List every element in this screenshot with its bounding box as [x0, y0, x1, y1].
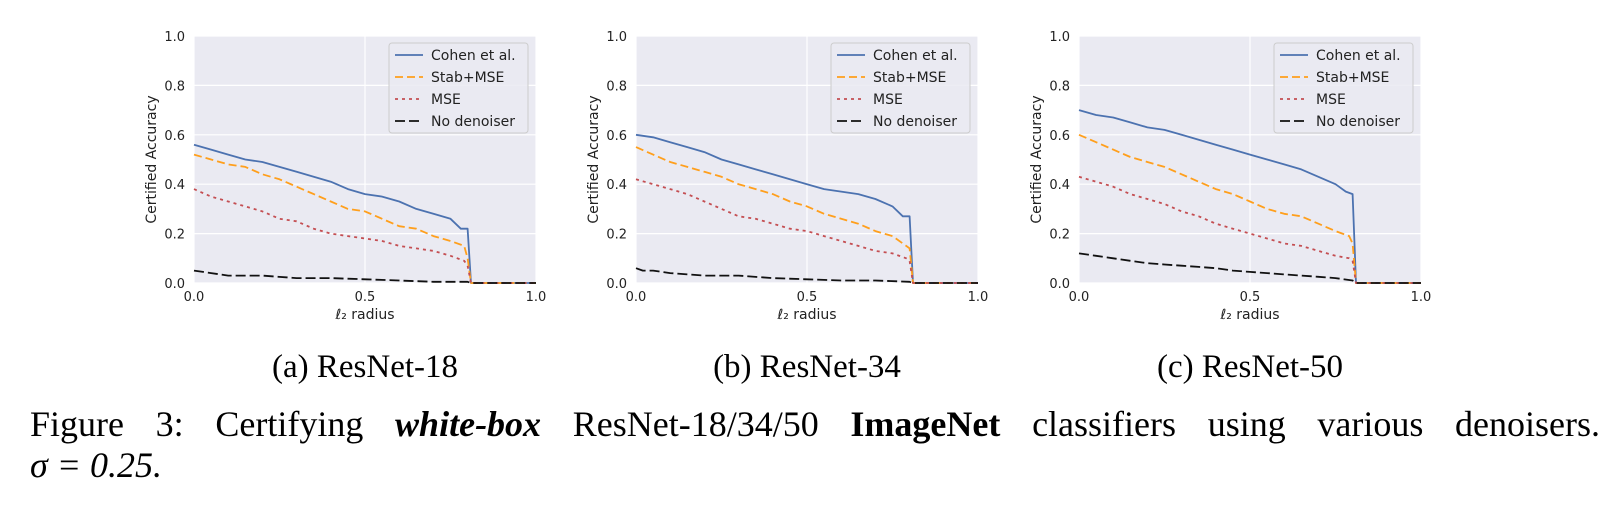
caption-emph-white-box: white-box [395, 404, 542, 444]
x-tick-label: 0.5 [797, 290, 818, 305]
subcaption: (b) ResNet-34 [713, 349, 901, 385]
x-tick-label: 1.0 [1411, 290, 1432, 305]
series-line-no-denoiser [1078, 252, 1421, 284]
y-tick-label: 0.6 [164, 129, 185, 144]
y-tick-label: 1.0 [164, 30, 185, 45]
x-tick-label: 1.0 [968, 290, 989, 305]
x-tick-label: 0.5 [1240, 290, 1261, 305]
y-tick-label: 0.8 [1049, 79, 1070, 94]
x-tick-label: 0.0 [184, 290, 205, 305]
subcaption: (c) ResNet-50 [1157, 349, 1343, 385]
y-axis-label: Certified Accuracy [144, 95, 160, 223]
series-line-mse [193, 188, 536, 284]
y-tick-label: 0.0 [606, 277, 627, 292]
legend-entry: No denoiser [1316, 114, 1400, 130]
legend-entry: Stab+MSE [431, 70, 504, 86]
x-tick-label: 0.0 [626, 290, 647, 305]
legend-entry: Stab+MSE [1316, 70, 1389, 86]
series-line-stab-mse [1078, 133, 1421, 284]
y-axis-label: Certified Accuracy [586, 95, 602, 223]
x-tick-label: 0.5 [355, 290, 376, 305]
y-tick-label: 0.2 [164, 228, 185, 243]
y-tick-label: 0.8 [164, 79, 185, 94]
x-axis-label: ℓ₂ radius [334, 307, 394, 323]
chart-panel-1: 0.0 0.2 0.4 0.6 0.8 1.0 0.0 0.5 1.0 ℓ₂ radius Cert… [144, 30, 546, 385]
y-tick-label: 1.0 [606, 30, 627, 45]
legend-entry: No denoiser [873, 114, 957, 130]
y-axis-label: Certified Accuracy [1029, 95, 1045, 223]
caption-part1: Certifying [215, 404, 364, 444]
series-line-cohen-et-al- [635, 133, 978, 284]
legend-entry: Cohen et al. [431, 48, 516, 64]
subcaption: (a) ResNet-18 [272, 349, 458, 385]
caption-part3: classifiers using various denoisers. [1032, 404, 1601, 444]
caption-sigma-text: σ = 0.25. [30, 445, 163, 485]
legend-entry: MSE [873, 92, 903, 108]
legend-entry: MSE [431, 92, 461, 108]
caption-sigma: σ = 0.25. [30, 446, 162, 485]
y-tick-label: 0.0 [1049, 277, 1070, 292]
caption-part2: ResNet-18/34/50 [572, 404, 819, 444]
legend-entry: Cohen et al. [1316, 48, 1401, 64]
legend-box [830, 42, 971, 134]
x-axis-label: ℓ₂ radius [1219, 307, 1279, 323]
legend-entry: Stab+MSE [873, 70, 946, 86]
x-axis-label: ℓ₂ radius [776, 307, 836, 323]
caption-emph-imagenet: ImageNet [850, 404, 1001, 444]
legend-box [388, 42, 529, 134]
y-tick-label: 0.2 [606, 228, 627, 243]
y-tick-label: 0.8 [606, 79, 627, 94]
y-tick-label: 0.4 [606, 178, 627, 193]
y-tick-label: 0.4 [164, 178, 185, 193]
series-line-cohen-et-al- [1078, 109, 1421, 284]
series-line-cohen-et-al- [193, 143, 536, 284]
chart-panel-2: 0.0 0.2 0.4 0.6 0.8 1.0 0.0 0.5 1.0 ℓ₂ radius Cert… [586, 30, 988, 385]
series-line-stab-mse [635, 146, 978, 284]
series-line-mse [1078, 175, 1421, 284]
x-tick-label: 0.0 [1069, 290, 1090, 305]
legend-box [1273, 42, 1414, 134]
y-tick-label: 0.0 [164, 277, 185, 292]
series-line-stab-mse [193, 153, 536, 284]
legend-entry: MSE [1316, 92, 1346, 108]
legend-entry: No denoiser [431, 114, 515, 130]
series-line-no-denoiser [635, 267, 978, 284]
figure-caption: Figure 3: Certifying white-box ResNet-18… [30, 405, 1600, 444]
series-line-no-denoiser [193, 269, 536, 284]
y-tick-label: 1.0 [1049, 30, 1070, 45]
series-line-mse [635, 178, 978, 284]
y-tick-label: 0.6 [1049, 129, 1070, 144]
legend-entry: Cohen et al. [873, 48, 958, 64]
y-tick-label: 0.4 [1049, 178, 1070, 193]
y-tick-label: 0.6 [606, 129, 627, 144]
y-tick-label: 0.2 [1049, 228, 1070, 243]
chart-panel-3: 0.0 0.2 0.4 0.6 0.8 1.0 0.0 0.5 1.0 ℓ₂ radius Cert… [1029, 30, 1431, 385]
caption-prefix: Figure 3: [30, 404, 184, 444]
x-tick-label: 1.0 [526, 290, 547, 305]
